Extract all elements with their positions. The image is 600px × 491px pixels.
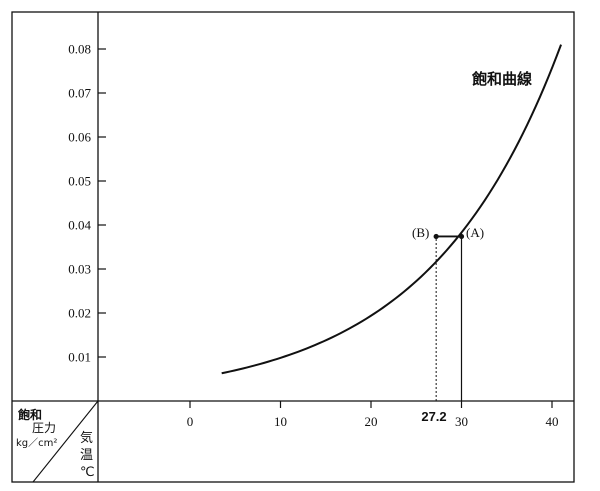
- saturation-curve: [221, 44, 562, 375]
- x-ticks: 0 10 20 30 40: [187, 401, 559, 429]
- y-tick-label: 0.07: [68, 86, 91, 101]
- chart-frame: [11, 11, 575, 483]
- y-tick-label: 0.04: [68, 218, 91, 233]
- point-b: [433, 233, 439, 240]
- y-tick-label: 0.06: [68, 130, 91, 145]
- y-tick-label: 0.05: [68, 174, 91, 189]
- x-tick-label: 40: [546, 414, 559, 429]
- x-axis-label-top: 気: [80, 430, 93, 446]
- x-axis-label-unit: ℃: [80, 465, 95, 480]
- annotation-points: [433, 233, 465, 240]
- y-axis-label-line2: 圧力: [32, 421, 56, 435]
- x-tick-label: 30: [455, 414, 468, 429]
- x-tick-label: 0: [187, 414, 194, 429]
- curve-label: 飽和曲線: [471, 70, 532, 88]
- corner-diagonal: [32, 400, 99, 483]
- y-tick-label: 0.02: [68, 306, 91, 321]
- x-tick-label: 20: [365, 414, 378, 429]
- y-tick-label: 0.08: [68, 42, 91, 57]
- y-tick-label: 0.03: [68, 262, 91, 277]
- y-axis-label-line1: 飽和: [17, 407, 42, 422]
- point-b-label: (B): [412, 225, 429, 240]
- x-tick-label: 10: [274, 414, 287, 429]
- y-ticks: 0.01 0.02 0.03 0.04 0.05 0.06 0.07 0.08: [68, 42, 106, 365]
- x-axis-label-mid: 温: [80, 448, 93, 463]
- y-axis-label-unit: kg／cm²: [16, 437, 57, 449]
- y-tick-label: 0.01: [68, 350, 91, 365]
- point-a: [458, 233, 465, 240]
- point-a-label: (A): [466, 225, 484, 240]
- marker-label: 27.2: [421, 409, 446, 424]
